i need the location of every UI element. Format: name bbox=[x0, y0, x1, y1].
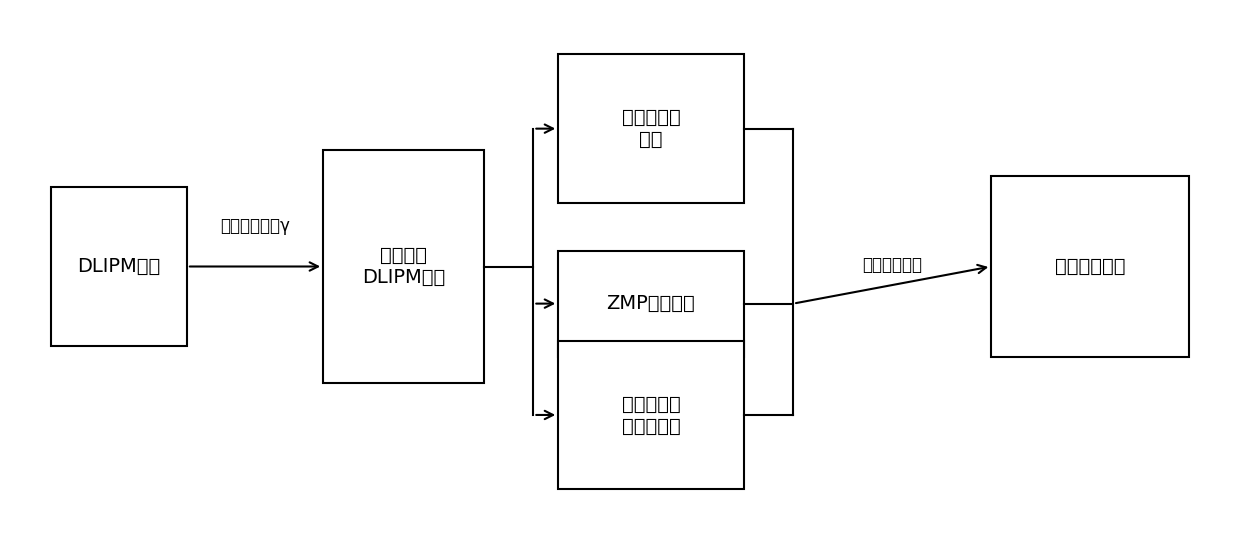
Text: DLIPM模型: DLIPM模型 bbox=[77, 257, 160, 276]
FancyBboxPatch shape bbox=[558, 54, 744, 203]
Text: 游动脚轨迹
生成: 游动脚轨迹 生成 bbox=[621, 108, 681, 149]
FancyBboxPatch shape bbox=[51, 187, 187, 346]
Text: 关节运动轨迹: 关节运动轨迹 bbox=[1055, 257, 1126, 276]
FancyBboxPatch shape bbox=[324, 150, 484, 383]
Text: 逆运动学求解: 逆运动学求解 bbox=[862, 256, 923, 274]
Text: 躯干质心运
动轨迹生成: 躯干质心运 动轨迹生成 bbox=[621, 394, 681, 435]
FancyBboxPatch shape bbox=[558, 251, 744, 357]
Text: 一种新型
DLIPM模型: 一种新型 DLIPM模型 bbox=[362, 246, 445, 287]
Text: ZMP轨迹生成: ZMP轨迹生成 bbox=[606, 294, 696, 313]
FancyBboxPatch shape bbox=[558, 341, 744, 489]
FancyBboxPatch shape bbox=[991, 176, 1189, 357]
Text: 引入比例因子γ: 引入比例因子γ bbox=[219, 217, 290, 235]
